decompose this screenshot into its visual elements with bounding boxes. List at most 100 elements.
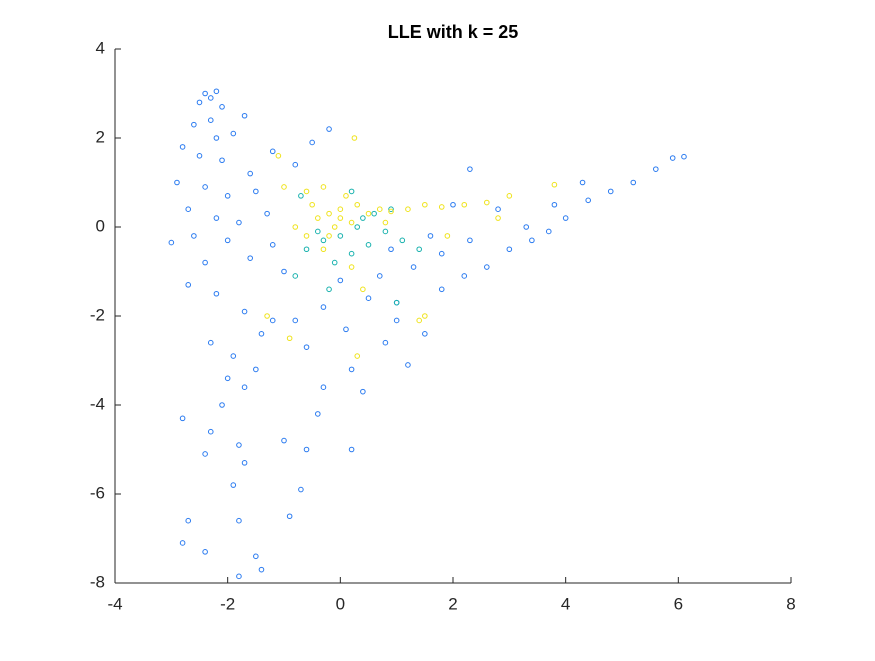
scatter-point bbox=[365, 210, 372, 217]
scatter-point bbox=[354, 353, 361, 359]
scatter-point bbox=[348, 188, 355, 195]
scatter-point bbox=[360, 215, 366, 221]
chart-title: LLE with k = 25 bbox=[388, 22, 519, 42]
scatter-point bbox=[236, 573, 242, 580]
scatter-point bbox=[351, 135, 358, 141]
x-tick-label: 4 bbox=[561, 594, 570, 613]
scatter-point bbox=[331, 259, 338, 266]
scatter-point bbox=[191, 121, 197, 128]
scatter-point bbox=[241, 308, 248, 315]
scatter-point bbox=[236, 517, 242, 524]
scatter-point bbox=[179, 144, 186, 150]
scatter-point bbox=[343, 193, 349, 199]
scatter-point bbox=[320, 384, 327, 391]
scatter-point bbox=[185, 206, 192, 212]
scatter-point bbox=[264, 210, 270, 217]
scatter-point bbox=[168, 239, 175, 246]
scatter-point bbox=[241, 112, 248, 119]
x-tick-label: -2 bbox=[220, 594, 235, 613]
scatter-point bbox=[196, 99, 203, 106]
scatter-point bbox=[545, 228, 552, 235]
scatter-point bbox=[207, 339, 214, 346]
scatter-point bbox=[269, 317, 276, 324]
scatter-point bbox=[179, 540, 186, 546]
y-tick-label: 4 bbox=[96, 38, 105, 57]
scatter-point bbox=[484, 264, 490, 270]
scatter-point bbox=[213, 290, 220, 297]
scatter-point bbox=[388, 208, 394, 215]
scatter-point bbox=[331, 224, 338, 230]
scatter-point bbox=[281, 437, 287, 444]
scatter-point bbox=[286, 513, 293, 520]
scatter-point bbox=[523, 224, 530, 230]
scatter-point bbox=[320, 304, 327, 310]
scatter-point bbox=[630, 179, 637, 186]
scatter-point bbox=[202, 184, 208, 190]
scatter-point bbox=[196, 153, 203, 159]
scatter-point bbox=[185, 282, 192, 288]
scatter-point bbox=[337, 277, 344, 284]
scatter-point bbox=[236, 442, 242, 448]
scatter-point bbox=[292, 273, 299, 279]
scatter-point bbox=[269, 242, 276, 248]
scatter-point bbox=[281, 268, 287, 275]
scatter-point bbox=[669, 155, 676, 161]
y-tick-label: -2 bbox=[90, 305, 105, 324]
scatter-point bbox=[320, 246, 327, 253]
scatter-point bbox=[315, 228, 321, 235]
scatter-point bbox=[585, 197, 592, 204]
scatter-point bbox=[219, 157, 225, 164]
scatter-point bbox=[438, 286, 445, 293]
scatter-point bbox=[309, 201, 315, 208]
scatter-point bbox=[484, 199, 490, 206]
scatter-point bbox=[207, 428, 214, 435]
scatter-point bbox=[506, 193, 513, 199]
scatter-point bbox=[292, 317, 299, 324]
scatter-point bbox=[230, 353, 237, 359]
scatter-point bbox=[236, 219, 242, 226]
scatter-point bbox=[207, 117, 214, 123]
scatter-point bbox=[450, 201, 456, 208]
scatter-point bbox=[281, 184, 287, 190]
x-tick-label: 6 bbox=[674, 594, 683, 613]
y-tick-label: 0 bbox=[96, 216, 105, 235]
scatter-point bbox=[495, 206, 501, 212]
scatter-point bbox=[298, 193, 304, 199]
y-tick-label: -4 bbox=[90, 394, 105, 413]
scatter-point bbox=[207, 95, 214, 101]
scatter-point bbox=[422, 313, 428, 319]
scatter-point bbox=[562, 215, 569, 221]
scatter-point bbox=[467, 237, 473, 244]
scatter-point bbox=[461, 201, 468, 208]
scatter-point bbox=[382, 219, 389, 226]
scatter-point bbox=[191, 233, 197, 239]
scatter-point bbox=[348, 250, 355, 257]
scatter-point bbox=[579, 179, 586, 186]
scatter-point bbox=[326, 233, 332, 239]
scatter-point bbox=[202, 451, 208, 457]
scatter-point bbox=[405, 362, 411, 368]
scatter-point bbox=[213, 135, 220, 141]
scatter-point bbox=[303, 246, 310, 253]
scatter-point bbox=[348, 219, 355, 226]
scatter-point bbox=[416, 317, 423, 324]
scatter-point bbox=[422, 331, 428, 337]
scatter-point bbox=[213, 215, 220, 221]
scatter-point bbox=[410, 264, 417, 270]
scatter-point bbox=[495, 215, 501, 221]
scatter-point bbox=[607, 188, 614, 195]
scatter-point bbox=[315, 215, 321, 221]
scatter-point bbox=[529, 237, 535, 244]
scatter-point bbox=[393, 317, 400, 324]
scatter-point bbox=[393, 299, 400, 306]
scatter-point bbox=[202, 90, 208, 97]
scatter-point bbox=[275, 153, 282, 159]
scatter-point bbox=[241, 384, 248, 391]
scatter-point bbox=[224, 375, 231, 382]
scatter-point bbox=[354, 224, 361, 230]
scatter-point bbox=[224, 237, 231, 244]
y-tick-label: 2 bbox=[96, 127, 105, 146]
scatter-point bbox=[365, 295, 372, 302]
scatter-point bbox=[298, 486, 304, 493]
